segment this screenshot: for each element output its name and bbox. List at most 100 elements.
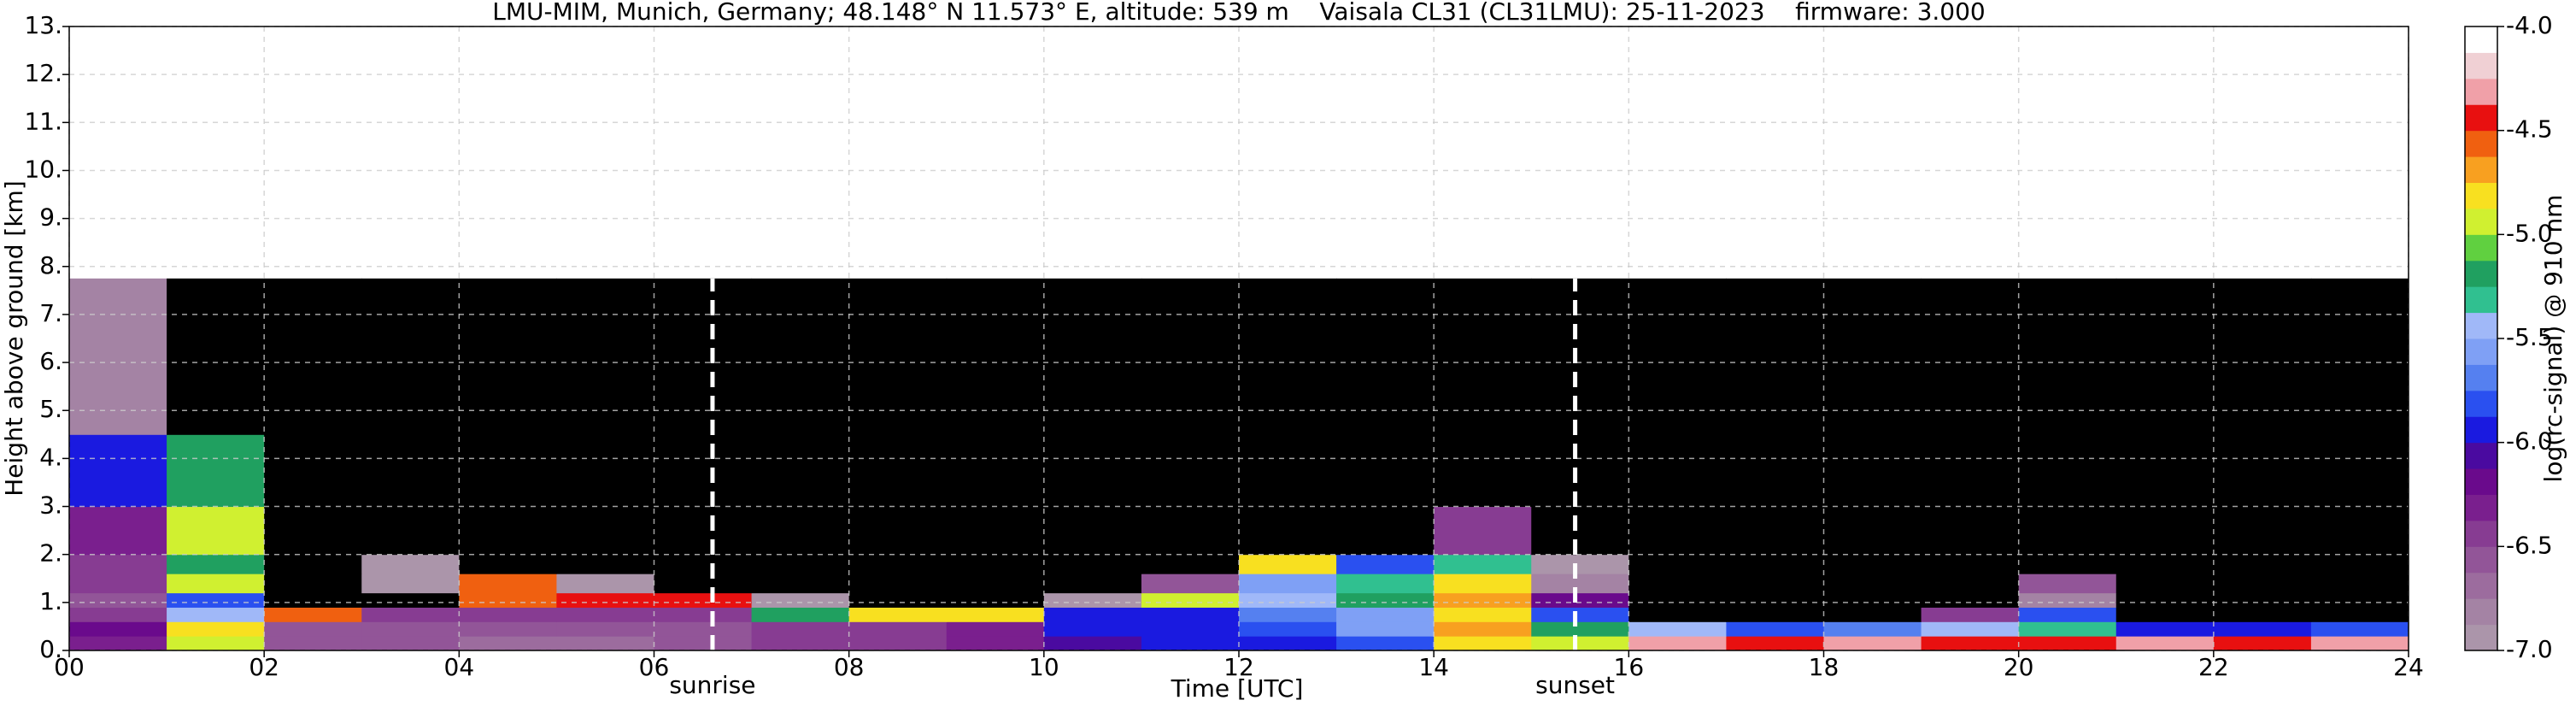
heatmap-cell [848, 506, 948, 556]
heatmap-cell [361, 506, 460, 556]
heatmap-cell [2018, 554, 2117, 574]
heatmap-cell [1434, 506, 1532, 556]
heatmap-cell [1823, 621, 1922, 637]
y-tick-label: 0. [39, 635, 62, 663]
heatmap-cell [1628, 434, 1727, 508]
x-tick-label: 08 [834, 653, 865, 681]
heatmap-cell [459, 434, 557, 508]
heatmap-cell [2018, 574, 2117, 594]
x-tick-label: 12 [1223, 653, 1254, 681]
heatmap-cell [946, 574, 1045, 594]
heatmap-cell [2213, 621, 2312, 637]
heatmap-cell [751, 592, 850, 608]
heatmap-cell [556, 621, 654, 637]
heatmap-cell [69, 434, 167, 508]
heatmap-cell [167, 607, 265, 622]
heatmap-cell [946, 636, 1045, 651]
heatmap-cell [1531, 592, 1629, 608]
y-tick-label: 7. [39, 299, 62, 327]
heatmap-cell [2115, 278, 2215, 363]
heatmap-cell [459, 506, 557, 556]
heatmap-cell [751, 434, 850, 508]
y-tick-label: 13. [24, 11, 62, 39]
heatmap-cell [2018, 362, 2117, 435]
heatmap-cell [361, 621, 460, 637]
x-axis-label: Time [UTC] [1171, 674, 1304, 703]
heatmap-cell [361, 574, 460, 594]
heatmap-cell [2115, 362, 2215, 435]
heatmap-cell [1726, 434, 1824, 508]
y-tick-label: 4. [39, 443, 62, 471]
y-tick-label: 6. [39, 347, 62, 375]
heatmap-cell [751, 621, 850, 637]
x-tick-label: 18 [1809, 653, 1840, 681]
heatmap-cell [361, 362, 460, 435]
heatmap-cell [556, 592, 654, 608]
heatmap-cell [946, 592, 1045, 608]
heatmap-cell [1336, 636, 1435, 651]
heatmap-cell [1336, 506, 1435, 556]
heatmap-cell [1239, 621, 1337, 637]
heatmap-cell [1921, 621, 2020, 637]
heatmap-cell [1336, 278, 1435, 363]
heatmap-cell [2213, 636, 2312, 651]
heatmap-cell [1141, 574, 1240, 594]
heatmap-cell [1531, 621, 1629, 637]
heatmap-cell [751, 574, 850, 594]
heatmap-cell [361, 434, 460, 508]
heatmap-cell [654, 621, 753, 637]
y-tick-label: 2. [39, 539, 62, 568]
heatmap-cell [2115, 607, 2215, 622]
heatmap-cell [848, 434, 948, 508]
heatmap-cell [1434, 362, 1532, 435]
colorbar-tick-label: -7.0 [2506, 635, 2553, 663]
x-tick-label: 10 [1029, 653, 1059, 681]
colorbar-segment [2465, 78, 2497, 105]
annotation-label: sunset [1535, 671, 1615, 699]
heatmap-cell [264, 592, 362, 608]
heatmap-cell [1141, 554, 1240, 574]
heatmap-cell [1043, 554, 1142, 574]
heatmap-cell [1531, 362, 1629, 435]
colorbar-segment [2465, 546, 2497, 574]
heatmap-cell [654, 278, 753, 363]
heatmap-cell [459, 278, 557, 363]
y-axis-label: Height above ground [km] [0, 180, 28, 497]
y-tick-label: 10. [24, 155, 62, 183]
heatmap-cell [1823, 554, 1922, 574]
heatmap-cell [1823, 278, 1922, 363]
heatmap-cell [2018, 592, 2117, 608]
heatmap-cell [1239, 574, 1337, 594]
heatmap-cell [1141, 592, 1240, 608]
colorbar-segment [2465, 468, 2497, 495]
heatmap-cell [556, 607, 654, 622]
heatmap-cell [1434, 592, 1532, 608]
heatmap-cell [2310, 607, 2409, 622]
heatmap-cell [459, 607, 557, 622]
heatmap-cell [848, 554, 948, 574]
heatmap-cell [1043, 362, 1142, 435]
heatmap-cell [2213, 278, 2312, 363]
heatmap-cell [2115, 574, 2215, 594]
x-tick-label: 02 [249, 653, 279, 681]
heatmap-cell [2310, 621, 2409, 637]
heatmap-cell [2213, 574, 2312, 594]
heatmap-cell [1628, 506, 1727, 556]
x-tick-label: 06 [639, 653, 670, 681]
heatmap-cell [1726, 574, 1824, 594]
heatmap-cell [1336, 362, 1435, 435]
colorbar-segment [2465, 234, 2497, 262]
y-tick-label: 11. [24, 107, 62, 135]
heatmap-cell [848, 574, 948, 594]
heatmap-cell [2115, 554, 2215, 574]
heatmap-cell [2310, 434, 2409, 508]
heatmap-cell [654, 592, 753, 608]
heatmap-cell [2310, 554, 2409, 574]
heatmap-cell [751, 362, 850, 435]
colorbar-tick-label: -6.5 [2506, 531, 2553, 559]
heatmap-cell [1043, 607, 1142, 622]
heatmap-cell [1336, 621, 1435, 637]
heatmap-cell [654, 506, 753, 556]
heatmap-cell [1726, 506, 1824, 556]
heatmap-cell [1239, 506, 1337, 556]
